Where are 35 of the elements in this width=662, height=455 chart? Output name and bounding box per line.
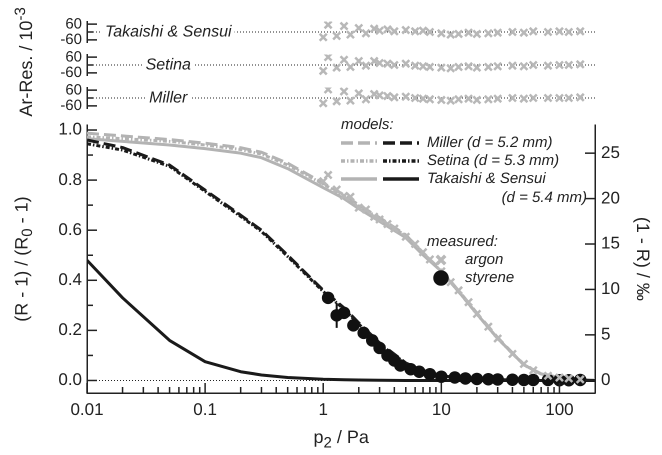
- ref-line-label: Setina: [146, 56, 192, 74]
- y-tick-label: 0.2: [58, 320, 82, 340]
- y-tick-label: 60: [65, 15, 82, 32]
- x-tick-label: 10: [432, 400, 451, 420]
- x-axis-title: p$_{2}$ / Pa: [314, 427, 369, 452]
- y2-axis-title: (1 - R) / ‰: [632, 216, 653, 301]
- x-tick-label: 100: [545, 400, 574, 420]
- x-tick-label: 0.1: [193, 400, 217, 420]
- y-tick-label: 60: [65, 48, 82, 66]
- y2-tick-label: 0: [601, 370, 610, 389]
- y2-tick-label: 20: [601, 188, 620, 208]
- y-tick-label: -60: [60, 31, 82, 48]
- y-tick-label: 0.8: [58, 170, 82, 189]
- y2-tick-label: 10: [601, 279, 620, 298]
- y2-tick-label: 15: [601, 234, 620, 253]
- legend-label: argon: [465, 251, 504, 268]
- y-tick-label: -60: [60, 97, 82, 114]
- y-tick-label: -60: [60, 64, 82, 82]
- x-tick-label: 1: [318, 400, 328, 420]
- y-tick-label: 0.6: [58, 220, 82, 239]
- legend-label: Miller (d = 5.2 mm): [427, 134, 552, 152]
- y-tick-label: 1.0: [58, 120, 82, 139]
- y-tick-label: 0.4: [58, 270, 82, 289]
- legend-label: Takaishi & Sensui (d = 5.4 mm): [427, 170, 588, 206]
- y2-tick-label: 25: [601, 142, 620, 162]
- legend-label: styrene: [465, 269, 514, 286]
- y2-tick-label: 5: [601, 324, 610, 344]
- annotation: measured:: [427, 233, 498, 250]
- legend-label: Setina (d = 5.3 mm): [427, 152, 560, 170]
- y-tick-label: 0.0: [58, 370, 82, 390]
- y-tick-label: 60: [65, 81, 82, 98]
- ref-line-label: Takaishi & Sensui: [104, 23, 232, 40]
- legend-title: models:: [341, 116, 394, 134]
- ref-line-label: Miller: [149, 89, 188, 106]
- x-tick-label: 0.01: [70, 400, 104, 420]
